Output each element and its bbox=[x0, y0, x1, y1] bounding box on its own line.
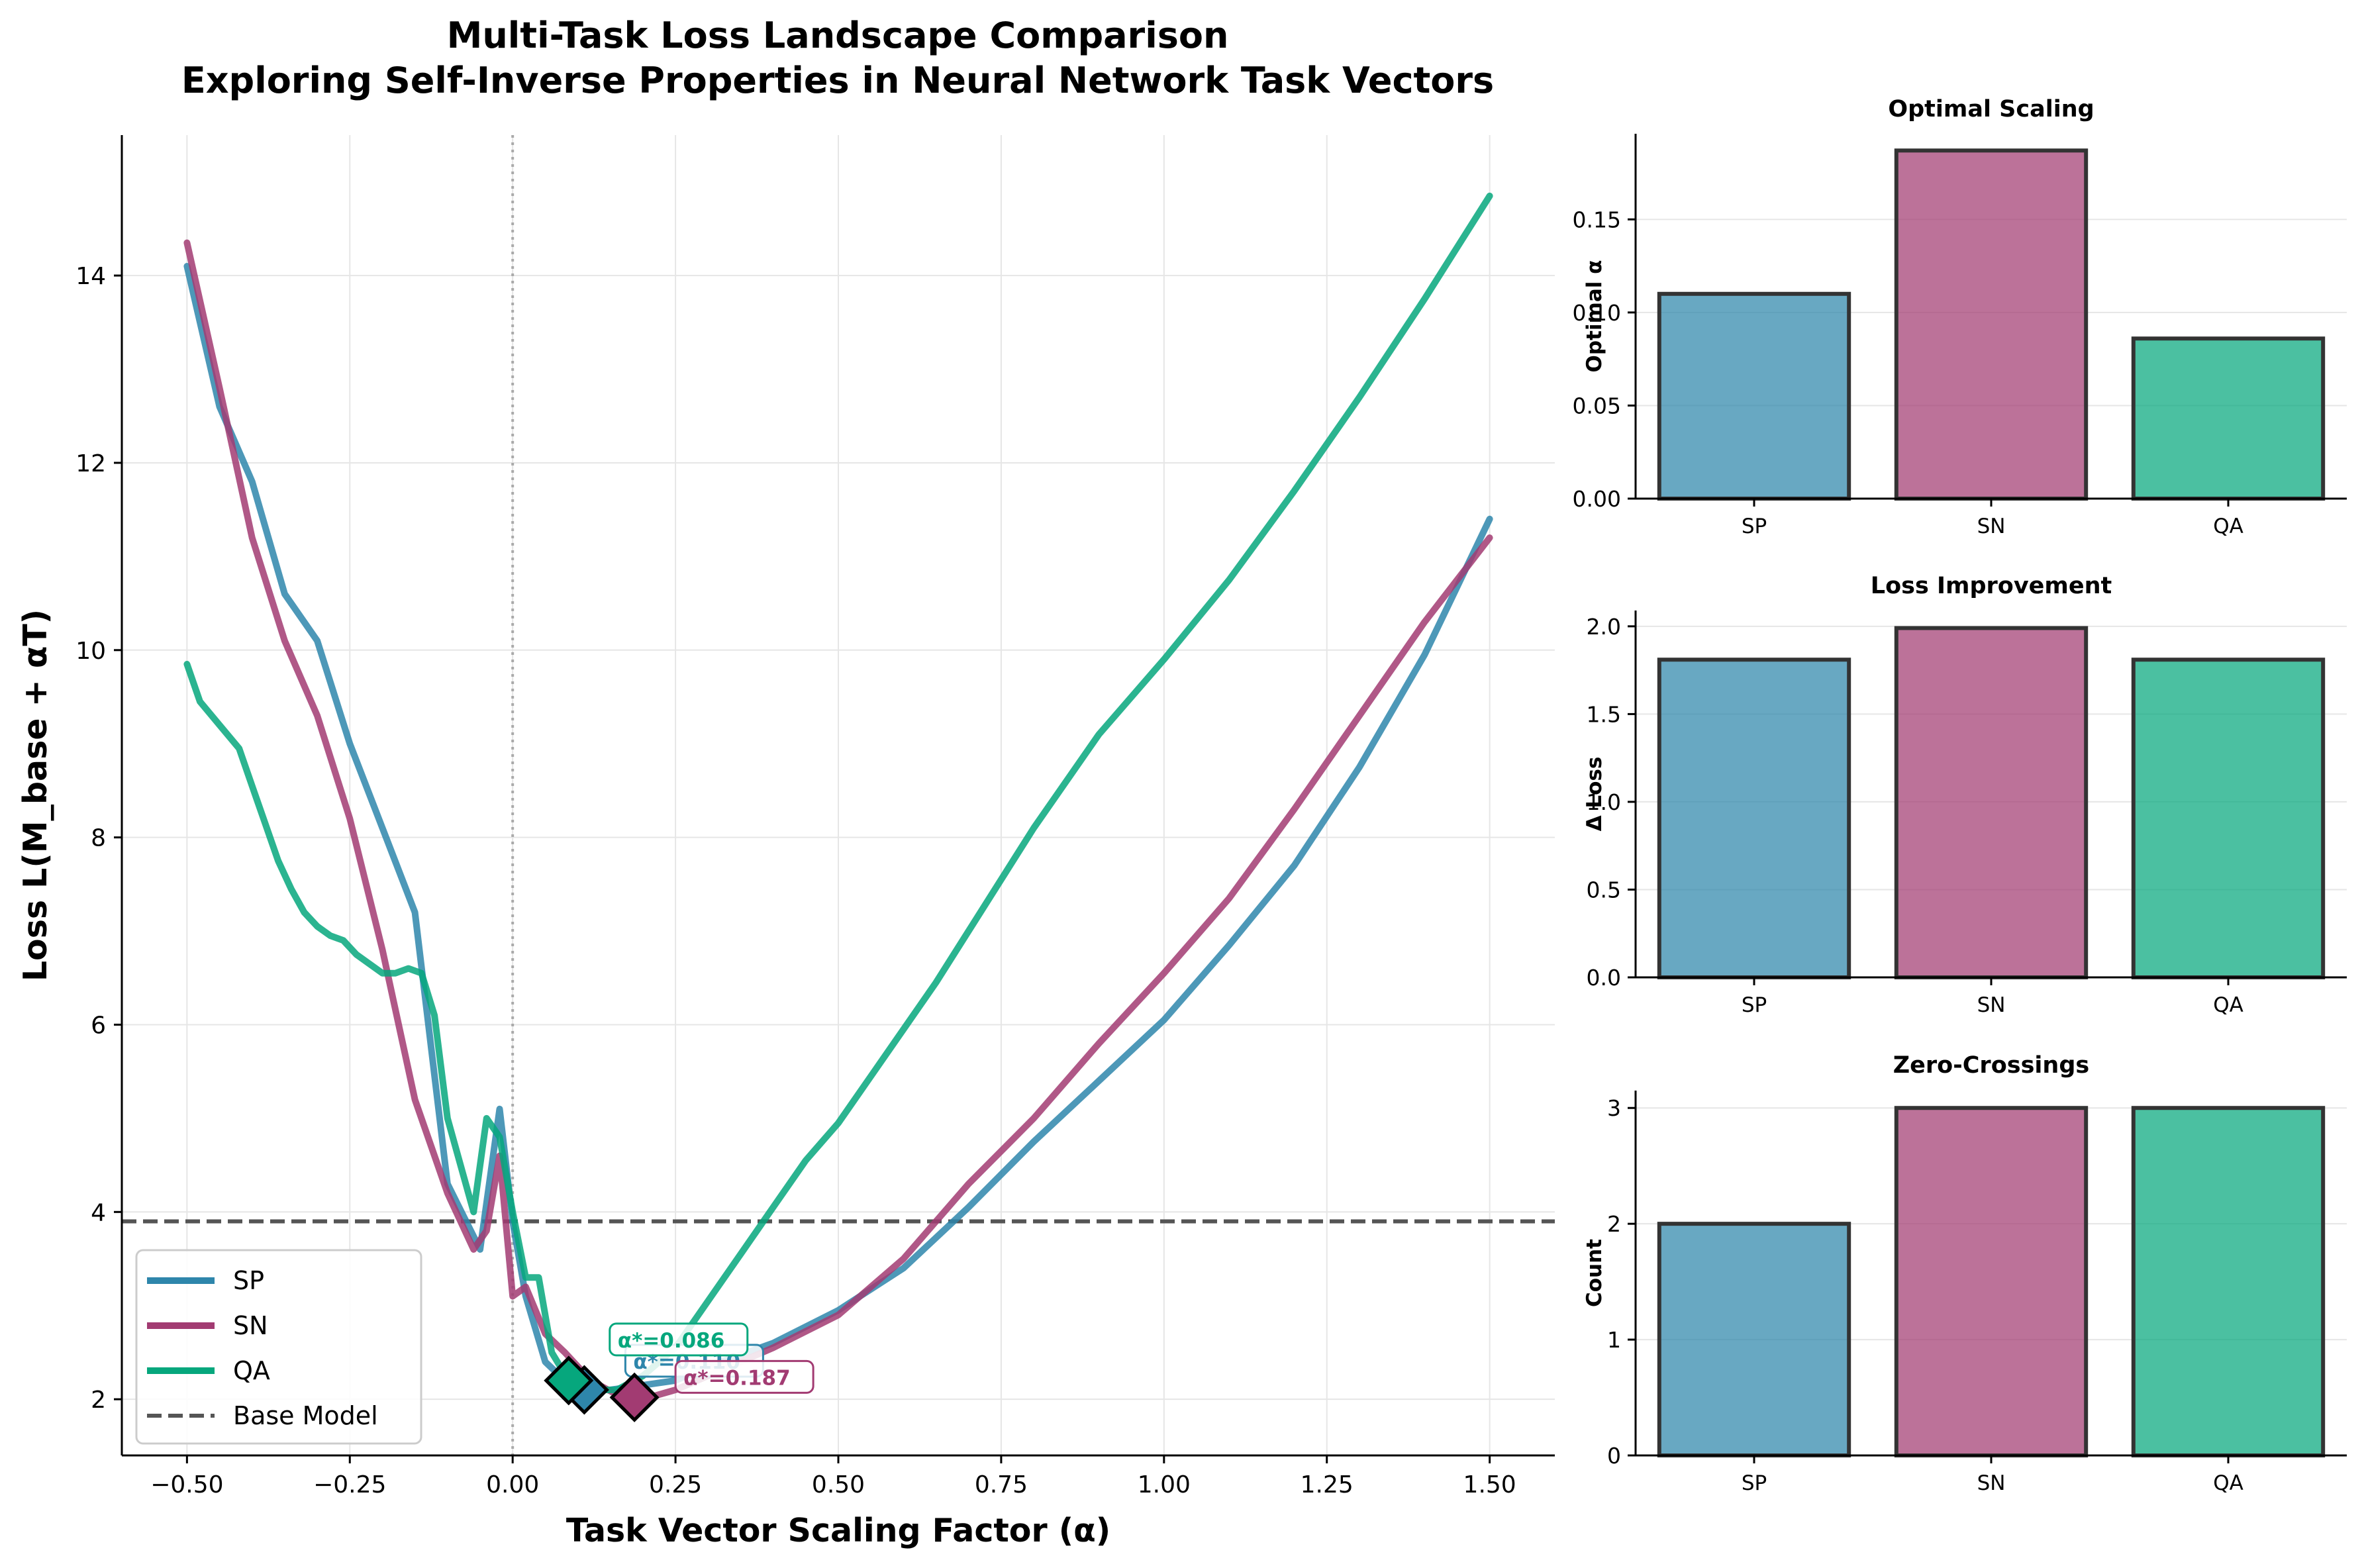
x-axis-label: Task Vector Scaling Factor (α) bbox=[566, 1512, 1110, 1549]
x-tick-label: −0.25 bbox=[313, 1471, 386, 1498]
zero-crossings-bar-chart: SP SN QA 0 1 2 3 Zero-Crossings Count bbox=[1583, 1052, 2347, 1495]
optimal-scaling-bar-chart: SP SN QA 0.00 0.05 0.10 0.15 Optimal Scaling Opt… bbox=[1573, 96, 2347, 538]
y-tick-label: 0.0 bbox=[1587, 965, 1621, 991]
y-tick-label: 8 bbox=[91, 825, 106, 852]
x-tick-label: −0.50 bbox=[150, 1471, 223, 1498]
legend: SP SN QA Base Model bbox=[135, 1249, 422, 1445]
y-tick-label: 0 bbox=[1607, 1443, 1621, 1469]
x-tick-label: 1.00 bbox=[1138, 1471, 1191, 1498]
bar-sp bbox=[1657, 658, 1851, 979]
bar-sn bbox=[1894, 1106, 2089, 1457]
main-title-line1: Multi-Task Loss Landscape Comparison bbox=[447, 15, 1229, 56]
subplot-y-axis-label: Δ Loss bbox=[1583, 757, 1606, 832]
category-label-sn: SN bbox=[1977, 993, 2006, 1017]
loss-improvement-bar-chart: SP SN QA 0.0 0.5 1.0 1.5 2.0 Loss Improvement Δ L… bbox=[1583, 573, 2347, 1017]
bar-sn bbox=[1894, 148, 2089, 501]
subplot-title: Zero-Crossings bbox=[1893, 1052, 2089, 1079]
bar-sp bbox=[1657, 291, 1851, 501]
y-tick-label: 0.15 bbox=[1573, 207, 1621, 232]
y-tick-label: 12 bbox=[75, 450, 106, 477]
x-tick-label: 0.00 bbox=[486, 1471, 539, 1498]
subplot-title: Loss Improvement bbox=[1871, 573, 2112, 599]
optimum-annotation-sn: α*=0.187 bbox=[683, 1366, 791, 1390]
y-tick-label: 2 bbox=[1607, 1211, 1621, 1237]
bar-qa bbox=[2131, 658, 2326, 979]
legend-label-qa: QA bbox=[233, 1356, 270, 1385]
y-tick-label: 0.05 bbox=[1573, 393, 1621, 418]
y-tick-label: 1.0 bbox=[1587, 789, 1621, 815]
y-tick-label: 0.10 bbox=[1573, 300, 1621, 326]
subplot-title: Optimal Scaling bbox=[1888, 96, 2094, 122]
y-tick-label: 1.5 bbox=[1587, 701, 1621, 727]
bar-qa bbox=[2131, 1106, 2326, 1457]
category-label-sn: SN bbox=[1977, 1471, 2006, 1495]
legend-label-base-model: Base Model bbox=[233, 1401, 378, 1430]
y-tick-label: 0.5 bbox=[1587, 877, 1621, 903]
y-tick-label: 6 bbox=[91, 1012, 106, 1039]
legend-label-sn: SN bbox=[233, 1311, 268, 1340]
subplot-y-axis-label: Count bbox=[1583, 1239, 1606, 1307]
x-tick-label: 1.50 bbox=[1463, 1471, 1516, 1498]
optimum-annotation-qa: α*=0.086 bbox=[618, 1329, 725, 1353]
optimum-marker-sn bbox=[609, 1372, 660, 1422]
bar-qa bbox=[2131, 336, 2326, 501]
bar-sn bbox=[1894, 626, 2089, 979]
category-label-sp: SP bbox=[1742, 993, 1767, 1017]
x-tick-label: 0.75 bbox=[975, 1471, 1028, 1498]
subplot-y-axis-label: Optimal α bbox=[1583, 260, 1606, 373]
optimum-annotation-box-sn bbox=[674, 1359, 814, 1394]
main-title-line2: Exploring Self-Inverse Properties in Neu… bbox=[181, 60, 1494, 101]
optimum-annotation-box-qa bbox=[609, 1322, 749, 1357]
category-label-sp: SP bbox=[1742, 514, 1767, 538]
category-label-qa: QA bbox=[2213, 514, 2243, 538]
legend-box bbox=[135, 1249, 422, 1445]
category-label-qa: QA bbox=[2213, 1471, 2243, 1495]
y-tick-label: 1 bbox=[1607, 1327, 1621, 1353]
y-tick-label: 3 bbox=[1607, 1095, 1621, 1121]
y-tick-label: 0.00 bbox=[1573, 486, 1621, 512]
y-tick-label: 2 bbox=[91, 1387, 106, 1414]
legend-label-sp: SP bbox=[233, 1266, 264, 1295]
series-line-qa bbox=[183, 192, 1493, 1393]
category-label-qa: QA bbox=[2213, 993, 2243, 1017]
optimum-marker-qa bbox=[544, 1355, 594, 1406]
y-tick-label: 10 bbox=[75, 638, 106, 665]
y-tick-label: 2.0 bbox=[1587, 614, 1621, 640]
y-axis-label: Loss L(M_base + αT) bbox=[17, 609, 54, 981]
category-label-sn: SN bbox=[1977, 514, 2006, 538]
x-tick-label: 0.25 bbox=[649, 1471, 702, 1498]
bar-sp bbox=[1657, 1222, 1851, 1457]
x-tick-label: 0.50 bbox=[812, 1471, 865, 1498]
x-tick-label: 1.25 bbox=[1301, 1471, 1354, 1498]
main-line-plot: α*=0.110α*=0.187α*=0.086−0.50−0.250.000.… bbox=[17, 135, 1555, 1549]
category-label-sp: SP bbox=[1742, 1471, 1767, 1495]
y-tick-label: 14 bbox=[75, 263, 106, 290]
y-tick-label: 4 bbox=[91, 1199, 106, 1226]
